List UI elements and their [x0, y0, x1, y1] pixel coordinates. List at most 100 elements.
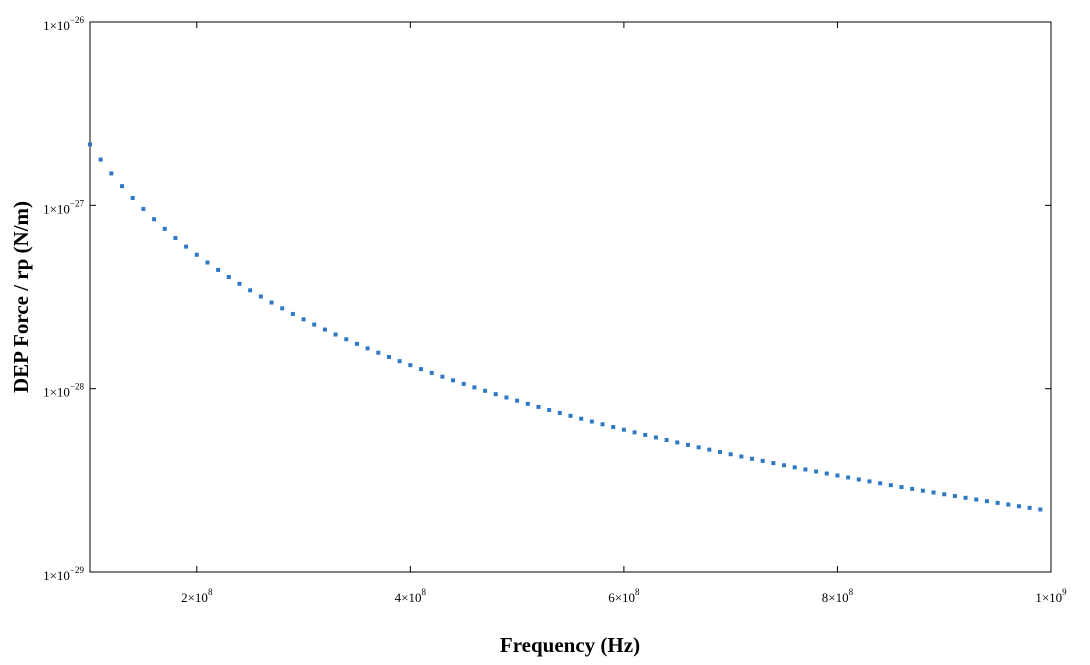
x-tick-label-base: ×10 — [828, 590, 848, 605]
data-point — [792, 465, 797, 470]
data-point — [814, 469, 819, 474]
data-point — [856, 477, 861, 482]
x-tick-label: 8×108 — [822, 587, 854, 605]
data-point — [846, 475, 851, 480]
data-point — [579, 416, 584, 421]
x-tick-label-base: ×10 — [1042, 590, 1062, 605]
data-point — [653, 435, 658, 440]
x-axis-title: Frequency (Hz) — [500, 633, 640, 657]
x-tick-label-mantissa: 1 — [1035, 590, 1042, 605]
data-point — [386, 354, 391, 359]
data-point — [557, 410, 562, 415]
data-point — [750, 456, 755, 461]
data-point — [878, 481, 883, 486]
x-tick-label-mantissa: 4 — [395, 590, 402, 605]
data-point — [782, 463, 787, 468]
data-point — [141, 206, 146, 211]
data-point — [269, 300, 274, 305]
data-point — [333, 332, 338, 337]
data-point — [611, 425, 616, 430]
data-point — [910, 486, 915, 491]
y-tick-label-base: ×10 — [50, 385, 70, 400]
data-point — [771, 461, 776, 466]
data-point — [354, 341, 359, 346]
data-point — [867, 479, 872, 484]
data-point — [109, 171, 114, 176]
data-point — [984, 499, 989, 504]
data-point — [344, 337, 349, 342]
plot-frame — [89, 21, 1052, 573]
data-point — [429, 370, 434, 375]
data-point — [461, 381, 466, 386]
data-point — [248, 288, 253, 293]
x-tick-label-base: ×10 — [188, 590, 208, 605]
data-point — [974, 497, 979, 502]
data-point — [696, 445, 701, 450]
y-tick-label-exponent: −29 — [70, 565, 85, 575]
x-tick-label-base: ×10 — [615, 590, 635, 605]
x-tick-label-exponent: 9 — [1062, 587, 1067, 597]
x-tick-label: 2×108 — [181, 587, 213, 605]
y-tick-label-exponent: −27 — [70, 198, 85, 208]
data-point — [493, 392, 498, 397]
y-tick-label-mantissa: 1 — [43, 385, 50, 400]
data-point — [226, 275, 231, 280]
x-tick-label-exponent: 8 — [635, 587, 640, 597]
data-point — [707, 447, 712, 452]
x-tick-label-exponent: 8 — [422, 587, 427, 597]
y-tick-label: 1×10−29 — [43, 565, 84, 583]
data-point — [835, 473, 840, 478]
data-point — [408, 363, 413, 368]
data-point — [739, 454, 744, 459]
data-point — [600, 422, 605, 427]
data-point — [173, 235, 178, 240]
data-point — [1006, 502, 1011, 507]
data-point — [920, 488, 925, 493]
data-point — [1016, 504, 1021, 509]
data-point — [162, 226, 167, 231]
data-point — [216, 267, 221, 272]
data-point — [995, 500, 1000, 505]
data-point — [504, 395, 509, 400]
data-point — [483, 388, 488, 393]
x-tick-label-mantissa: 6 — [608, 590, 615, 605]
y-tick-label-mantissa: 1 — [43, 18, 50, 33]
data-point — [419, 367, 424, 372]
data-point — [589, 419, 594, 424]
data-point — [290, 311, 295, 316]
x-tick-label: 4×108 — [395, 587, 427, 605]
y-tick-label-mantissa: 1 — [43, 568, 50, 583]
data-point — [643, 432, 648, 437]
data-point — [717, 449, 722, 454]
data-point — [98, 157, 103, 162]
data-point — [152, 217, 157, 222]
x-tick-label-mantissa: 2 — [181, 590, 188, 605]
data-point — [931, 490, 936, 495]
data-point — [675, 440, 680, 445]
data-point — [258, 294, 263, 299]
data-point — [472, 385, 477, 390]
data-point — [536, 404, 541, 409]
data-point — [803, 467, 808, 472]
y-tick-label-base: ×10 — [50, 568, 70, 583]
x-tick-label: 6×108 — [608, 587, 640, 605]
data-point — [130, 195, 135, 200]
data-point — [525, 401, 530, 406]
y-axis-title: DEP Force / rp (N/m) — [9, 201, 33, 393]
x-tick-label: 1×109 — [1035, 587, 1067, 605]
data-point — [824, 471, 829, 476]
data-point — [440, 374, 445, 379]
data-point — [963, 495, 968, 500]
x-tick-label-exponent: 8 — [208, 587, 213, 597]
y-axis-ticks: 1×10−291×10−281×10−271×10−26 — [43, 15, 1051, 583]
data-point — [205, 260, 210, 265]
x-tick-label-exponent: 8 — [849, 587, 854, 597]
series-dots — [88, 142, 1043, 512]
data-point — [952, 494, 957, 499]
x-tick-label-base: ×10 — [401, 590, 421, 605]
y-tick-label-exponent: −28 — [70, 382, 85, 392]
data-point — [280, 306, 285, 311]
x-axis-ticks: 2×108 4×108 6×108 8×108 1×109 — [181, 22, 1067, 605]
